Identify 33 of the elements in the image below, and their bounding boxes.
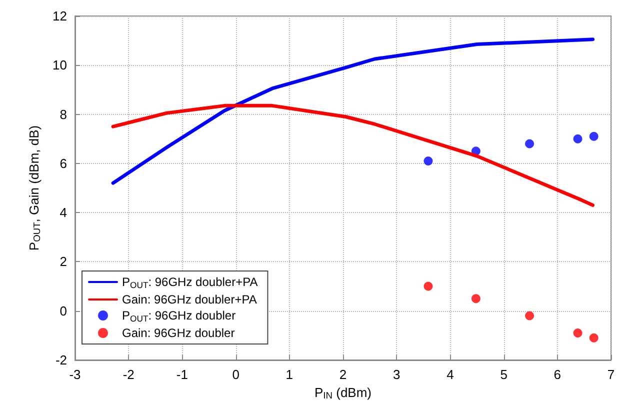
point (424, 282, 433, 291)
y-tick-label: -2 (55, 352, 67, 368)
y-axis-title: POUT, Gain (dBm, dB) (26, 125, 42, 251)
x-tick-label: 0 (232, 367, 240, 382)
x-tick-label: -3 (69, 367, 81, 382)
x-tick-label: 1 (286, 367, 294, 382)
y-tick-label: 10 (52, 58, 67, 73)
x-tick-label: 5 (500, 367, 508, 382)
point (424, 156, 433, 166)
x-tick-label: -2 (122, 367, 134, 382)
point (573, 134, 582, 144)
x-tick-label: 7 (607, 367, 615, 382)
legend-label: Gain: 96GHz doubler (122, 326, 235, 340)
point (525, 139, 534, 148)
x-tick-label: 4 (446, 367, 454, 382)
point (525, 311, 534, 320)
legend-label: Gain: 96GHz doubler+PA (122, 292, 257, 306)
point (589, 132, 598, 141)
point (589, 333, 598, 342)
point (471, 294, 480, 304)
y-tick-label: 2 (60, 254, 67, 270)
y-tick-label: 8 (60, 106, 67, 122)
y-tick-label: 6 (60, 156, 67, 171)
y-tick-label: 12 (52, 8, 67, 24)
y-tick-label: 0 (60, 303, 67, 318)
x-tick-label: 2 (339, 367, 347, 382)
y-tick-label: 4 (60, 205, 67, 220)
x-tick-label: -1 (176, 367, 188, 382)
line-series (111, 104, 595, 207)
x-tick-label: 3 (392, 367, 400, 382)
line-series (111, 38, 595, 185)
x-tick-label: 6 (554, 367, 562, 382)
point (573, 328, 582, 338)
